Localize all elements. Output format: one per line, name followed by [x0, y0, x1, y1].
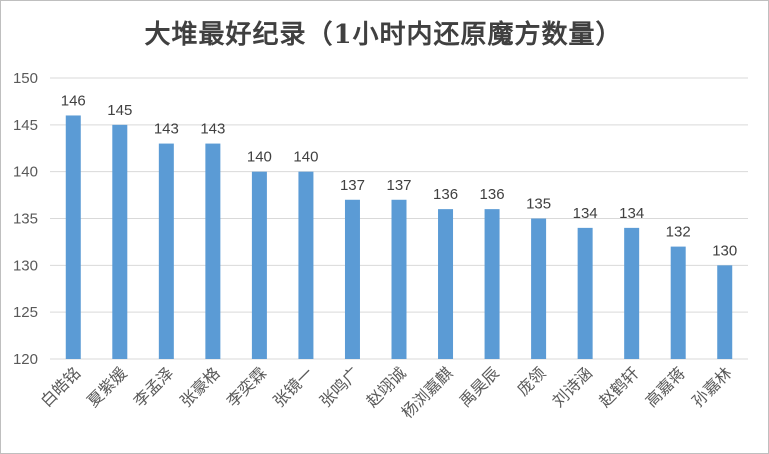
- data-label: 143: [200, 121, 225, 138]
- data-labels: 146 145 143 143 140 140 137 137 136 136 135 134 134 1…: [61, 92, 737, 259]
- y-tick-label: 135: [13, 211, 38, 228]
- data-label: 140: [293, 149, 318, 166]
- category-label: 庞领: [513, 363, 549, 399]
- bar: [484, 209, 500, 359]
- category-label: 白皓铭: [37, 363, 84, 410]
- data-label: 145: [107, 102, 132, 119]
- data-label: 137: [386, 177, 411, 194]
- y-tick-label: 145: [13, 117, 38, 134]
- category-label: 赵鹤轩: [595, 363, 642, 410]
- y-axis-ticks: 120 125 130 135 140 145 150: [13, 70, 38, 368]
- category-label: 张镜一: [269, 363, 316, 410]
- category-label: 李奕霖: [223, 363, 270, 410]
- bar: [298, 171, 314, 359]
- x-axis-categories: 白皓铭 夏紫媛 李孟泽 张豪格 李奕霖 张镜一 张鸣广 赵翊诚杨浏嘉麒 禹昊辰 庞领 刘诗涵 赵鹤轩高…: [37, 363, 736, 422]
- bar: [112, 124, 128, 359]
- bar: [577, 227, 593, 359]
- bar: [158, 143, 174, 359]
- bar: [251, 171, 267, 359]
- bars: [65, 115, 733, 359]
- bar: [391, 199, 407, 359]
- bar: [344, 199, 360, 359]
- category-label: 禹昊辰: [456, 363, 503, 410]
- data-label: 140: [247, 149, 272, 166]
- data-label: 134: [619, 205, 644, 222]
- bar: [670, 246, 686, 359]
- bar: [65, 115, 81, 359]
- data-label: 132: [666, 224, 691, 241]
- category-label: 张鸣广: [316, 363, 363, 410]
- y-tick-label: 130: [13, 257, 38, 274]
- y-tick-label: 120: [13, 351, 38, 368]
- bar: [717, 265, 733, 359]
- category-label: 李孟泽: [130, 363, 177, 410]
- data-label: 143: [154, 121, 179, 138]
- bar: [531, 218, 547, 359]
- y-tick-label: 125: [13, 304, 38, 321]
- category-label: 夏紫媛: [83, 363, 130, 410]
- data-label: 135: [526, 196, 551, 213]
- category-label: 杨浏嘉麒: [398, 363, 457, 422]
- category-label: 刘诗涵: [549, 363, 596, 410]
- data-label: 137: [340, 177, 365, 194]
- data-label: 134: [573, 205, 598, 222]
- chart-title: 大堆最好纪录（1小时内还原魔方数量）: [144, 20, 623, 50]
- category-label: 高嘉蒋: [642, 363, 689, 410]
- category-label: 张豪格: [176, 363, 223, 410]
- bar: [438, 209, 454, 359]
- data-label: 136: [480, 186, 505, 203]
- bar: [624, 227, 640, 359]
- category-label: 孙嘉林: [688, 363, 735, 410]
- y-tick-label: 150: [13, 70, 38, 87]
- data-label: 146: [61, 92, 86, 109]
- bar: [205, 143, 221, 359]
- data-label: 130: [712, 242, 737, 259]
- data-label: 136: [433, 186, 458, 203]
- y-tick-label: 140: [13, 164, 38, 181]
